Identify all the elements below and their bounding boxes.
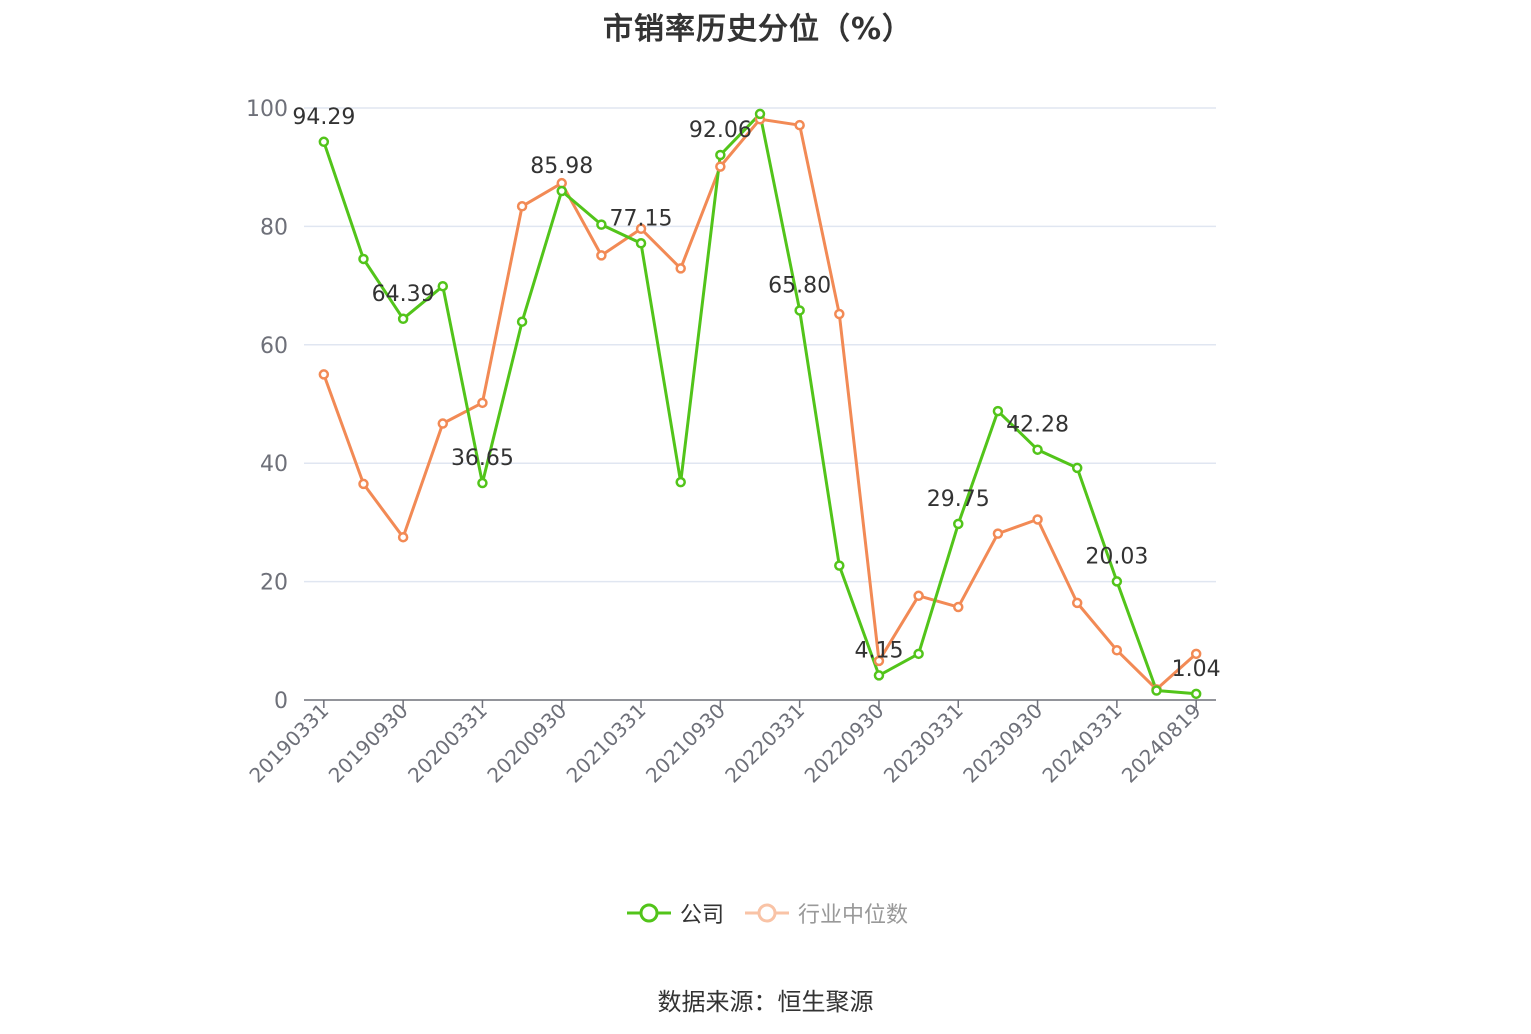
data-point[interactable] (1111, 576, 1123, 587)
data-point[interactable] (953, 518, 964, 530)
data-label: 36.65 (451, 446, 514, 471)
legend-label-company: 公司 (680, 903, 725, 928)
data-point[interactable] (675, 263, 686, 274)
x-tick-label: 20230930 (958, 699, 1047, 788)
data-point[interactable] (1151, 685, 1162, 696)
y-tick-label: 20 (260, 571, 288, 596)
data-point[interactable] (358, 478, 369, 490)
data-point[interactable] (1111, 645, 1123, 656)
data-point[interactable] (596, 250, 607, 261)
chart-title: 市销率历史分位（%） (602, 12, 914, 47)
data-point[interactable] (794, 305, 805, 316)
legend-company-icon (627, 903, 671, 923)
x-tick-label: 20210930 (641, 699, 730, 788)
data-label: 42.28 (1006, 413, 1069, 438)
x-axis: 2019033120190930202003312020093020210331… (244, 699, 1216, 788)
data-point[interactable] (873, 655, 885, 667)
data-point[interactable] (1190, 648, 1202, 660)
series-layer (318, 108, 1202, 700)
data-point[interactable] (397, 313, 409, 325)
x-tick-label: 20220930 (800, 699, 889, 788)
data-label: 85.98 (530, 154, 593, 179)
data-point[interactable] (596, 219, 607, 230)
y-tick-label: 80 (260, 215, 288, 240)
y-tick-label: 100 (246, 97, 288, 122)
data-point[interactable] (873, 670, 885, 681)
x-tick-label: 20240819 (1117, 699, 1206, 788)
data-point[interactable] (834, 560, 845, 571)
x-tick-label: 20210331 (562, 699, 651, 788)
data-point[interactable] (437, 280, 449, 292)
data-point[interactable] (635, 223, 647, 235)
data-label: 77.15 (610, 206, 673, 231)
x-tick-label: 20230331 (879, 699, 968, 788)
data-point[interactable] (437, 418, 449, 429)
grid-lines (304, 107, 1216, 583)
data-point[interactable] (913, 590, 924, 602)
y-tick-label: 40 (260, 452, 288, 477)
x-tick-label: 20220331 (720, 699, 809, 788)
legend: 公司 行业中位数 (0, 893, 1531, 933)
x-tick-label: 20190930 (324, 699, 413, 788)
data-point[interactable] (516, 316, 528, 327)
data-point[interactable] (318, 136, 330, 148)
data-point[interactable] (318, 369, 330, 380)
data-point[interactable] (834, 308, 845, 320)
data-point[interactable] (992, 405, 1004, 417)
data-point[interactable] (556, 185, 567, 197)
data-point[interactable] (913, 648, 924, 660)
data-labels: 94.29 64.39 36.65 85.98 77.15 92.06 65.80 4.15 2… (292, 105, 1220, 682)
data-point[interactable] (1032, 514, 1043, 525)
x-tick-label: 20190331 (244, 699, 333, 788)
data-point[interactable] (635, 238, 647, 249)
data-point[interactable] (715, 149, 726, 161)
data-point[interactable] (754, 108, 766, 120)
x-tick-label: 20240331 (1037, 699, 1126, 788)
data-point[interactable] (1190, 688, 1202, 700)
data-label: 29.75 (927, 487, 990, 512)
x-tick-label: 20200930 (482, 699, 571, 788)
legend-item-company[interactable]: 公司 (626, 893, 724, 933)
y-tick-label: 60 (260, 334, 288, 359)
data-label: 20.03 (1085, 544, 1148, 569)
data-point[interactable] (1032, 444, 1043, 455)
data-point[interactable] (992, 528, 1004, 539)
x-tick-label: 20200331 (403, 699, 492, 788)
y-axis: 0 20 40 60 80 100 (246, 97, 288, 714)
data-label: 64.39 (372, 282, 435, 307)
data-source-note: 数据来源：恒生聚源 (657, 988, 874, 1016)
data-point[interactable] (675, 476, 686, 488)
data-label: 65.80 (768, 273, 831, 298)
data-label: 94.29 (292, 105, 355, 130)
data-point[interactable] (794, 119, 805, 131)
legend-industry-median-icon (745, 903, 789, 923)
data-label: 4.15 (854, 638, 903, 663)
data-label: 92.06 (689, 118, 752, 143)
data-point[interactable] (477, 477, 488, 489)
data-point[interactable] (358, 253, 369, 265)
data-point[interactable] (397, 531, 409, 543)
data-point[interactable] (953, 601, 964, 613)
data-point[interactable] (715, 161, 726, 172)
data-point[interactable] (477, 397, 488, 409)
data-label: 1.04 (1172, 657, 1221, 682)
data-point[interactable] (1071, 597, 1083, 609)
data-point[interactable] (1071, 462, 1083, 474)
series-line-0 (322, 112, 1197, 696)
legend-label-industry-median: 行业中位数 (798, 903, 909, 928)
series-line-1 (322, 117, 1198, 691)
legend-item-industry-median[interactable]: 行业中位数 (744, 893, 908, 933)
data-point[interactable] (516, 201, 528, 212)
y-tick-label: 0 (274, 689, 288, 714)
